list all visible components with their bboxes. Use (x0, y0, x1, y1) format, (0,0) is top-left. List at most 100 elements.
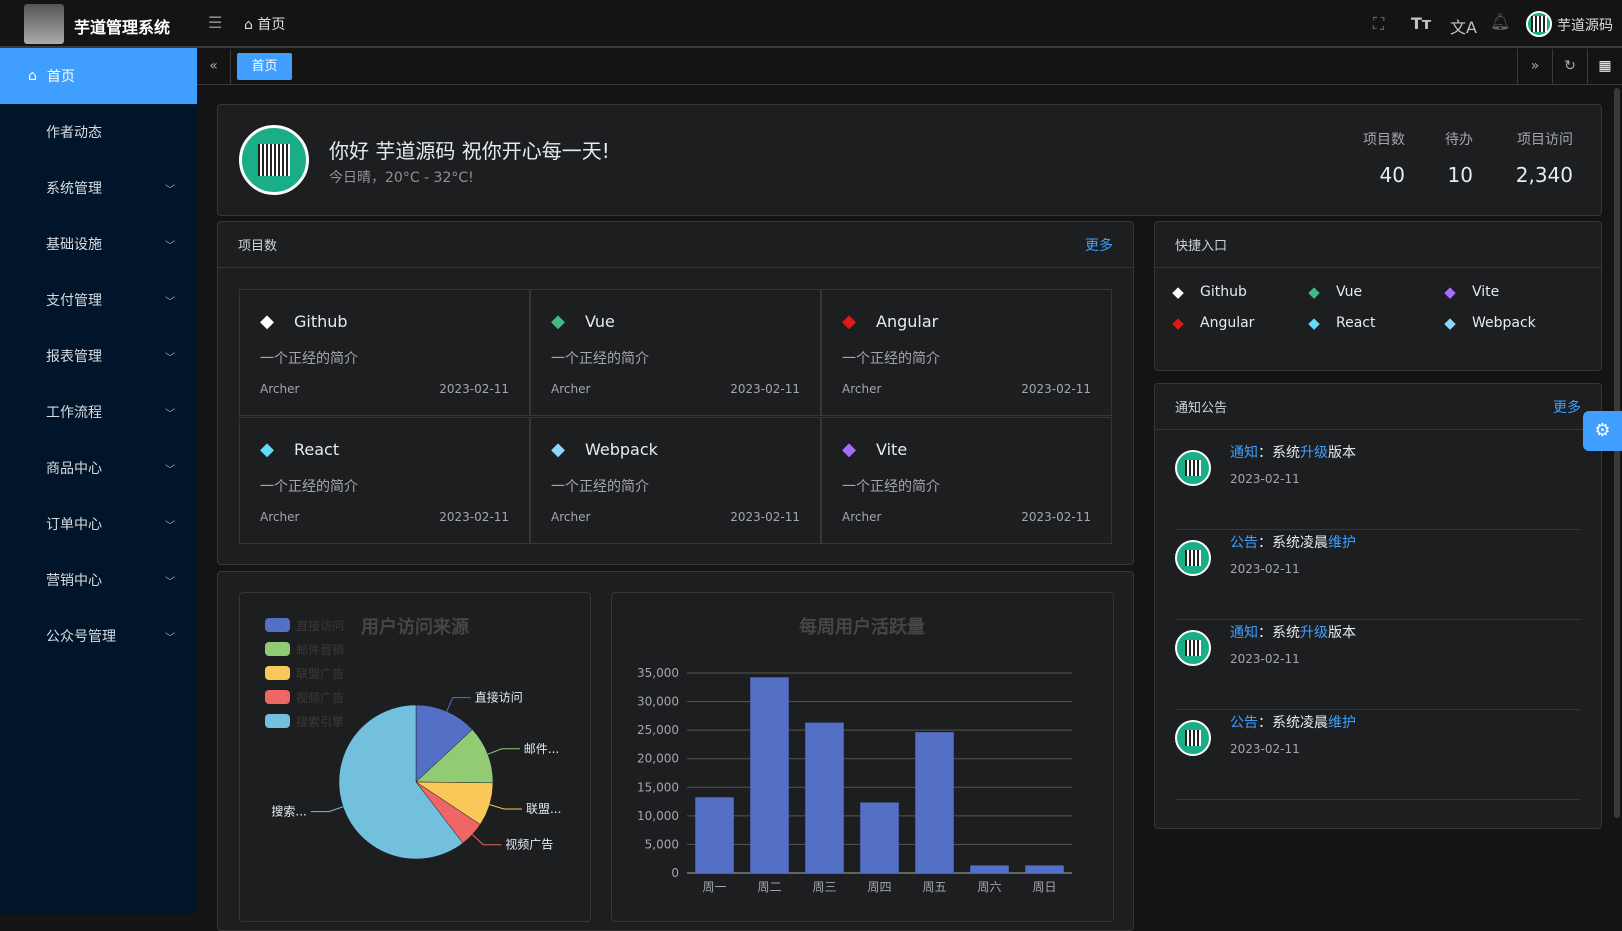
project-desc: 一个正经的简介 (842, 479, 940, 495)
project-date: 2023-02-11 (1021, 510, 1091, 524)
y-tick-label: 0 (671, 866, 679, 880)
project-author: Archer (260, 510, 300, 524)
legend-label: 搜索引擎 (296, 714, 344, 729)
settings-gear-icon[interactable]: ⚙ (1583, 411, 1622, 451)
notice-title[interactable]: 通知：系统升级版本 (1230, 625, 1356, 641)
pie-label-line (487, 748, 520, 755)
bell-icon[interactable]: 🔔︎ (1490, 12, 1511, 31)
notice-title[interactable]: 公告：系统凌晨维护 (1230, 535, 1356, 551)
fullscreen-icon[interactable]: ⛶ (1373, 14, 1385, 33)
notice-item[interactable]: 通知：系统升级版本 2023-02-11 (1175, 440, 1580, 530)
scrollbar[interactable] (1614, 88, 1620, 818)
user-avatar[interactable] (1526, 11, 1552, 37)
sidebar-item-system[interactable]: 系统管理 ﹀ (46, 181, 175, 197)
top-header: 芋道管理系统 ☰ ⌂ 首页 ⛶ Tт 文A 🔔︎ 芋道源码 (0, 0, 1622, 48)
notice-item[interactable]: 通知：系统升级版本 2023-02-11 (1175, 620, 1580, 710)
quick-entry-vite[interactable]: ◆ Vite (1442, 283, 1499, 301)
chevron-down-icon: ﹀ (165, 520, 175, 532)
bar (750, 677, 789, 873)
notice-date: 2023-02-11 (1230, 472, 1300, 486)
pie-slice (415, 729, 494, 784)
stat-projects: 项目数 40 (1363, 132, 1405, 187)
notice-title[interactable]: 通知：系统升级版本 (1230, 445, 1356, 461)
project-name: Angular (876, 312, 939, 331)
bar-chart-panel: 每周用户活跃量 0 5,000 10,000 15,000 20,000 25,000 30,… (611, 592, 1114, 922)
notices-more-link[interactable]: 更多 (1553, 399, 1581, 416)
pie-label-line (489, 804, 522, 810)
charts-card: 用户访问来源 直接访问 邮件营销 联盟广告 视频广告 搜索引擎 直接访问 邮件... 联盟...… (217, 571, 1134, 931)
font-size-icon[interactable]: Tт (1411, 14, 1432, 33)
project-date: 2023-02-11 (1021, 382, 1091, 396)
weather: 今日晴，20°C - 32°C! (329, 170, 474, 186)
project-date: 2023-02-11 (439, 382, 509, 396)
scroll-right-icon[interactable]: » (1517, 49, 1552, 84)
y-tick-label: 10,000 (637, 809, 679, 823)
sidebar-item-workflow[interactable]: 工作流程 ﹀ (46, 405, 175, 421)
projects-more-link[interactable]: 更多 (1085, 237, 1113, 254)
y-tick-label: 25,000 (637, 723, 679, 737)
notice-date: 2023-02-11 (1230, 742, 1300, 756)
notice-title[interactable]: 公告：系统凌晨维护 (1230, 715, 1356, 731)
notices-card: 通知公告 更多 通知：系统升级版本 2023-02-11 公告：系统凌晨维护 20… (1154, 383, 1602, 829)
welcome-avatar (239, 125, 309, 195)
webpack-icon: ◆ (1444, 314, 1456, 332)
pie-label-line (471, 834, 502, 846)
sidebar-item-report[interactable]: 报表管理 ﹀ (46, 349, 175, 365)
sidebar-item-pay[interactable]: 支付管理 ﹀ (46, 293, 175, 309)
y-tick-label: 35,000 (637, 666, 679, 680)
sidebar-item-author-news[interactable]: 作者动态 (46, 125, 102, 141)
breadcrumb[interactable]: ⌂ 首页 (244, 17, 286, 33)
username[interactable]: 芋道源码 (1557, 18, 1613, 34)
legend-swatch (265, 690, 290, 704)
refresh-icon[interactable]: ↻ (1552, 49, 1587, 84)
x-tick-label: 周四 (867, 880, 891, 894)
legend-swatch (265, 618, 290, 632)
bar (915, 732, 954, 873)
grid-menu-icon[interactable]: ▦ (1587, 49, 1622, 84)
project-author: Archer (551, 382, 591, 396)
quick-entry-react[interactable]: ◆ React (1306, 314, 1375, 332)
sidebar-item-mp[interactable]: 公众号管理 ﹀ (46, 629, 175, 645)
pie-label-line (310, 806, 344, 813)
project-card-github[interactable]: ◆ Github 一个正经的简介 Archer 2023-02-11 (239, 289, 530, 416)
vue-icon: ◆ (551, 310, 565, 332)
translate-icon[interactable]: 文A (1450, 18, 1477, 37)
chevron-down-icon: ﹀ (165, 240, 175, 252)
sidebar-item-product[interactable]: 商品中心 ﹀ (46, 461, 175, 477)
project-date: 2023-02-11 (439, 510, 509, 524)
collapse-menu-icon[interactable]: ☰ (208, 13, 223, 32)
legend-label: 直接访问 (296, 618, 344, 633)
project-author: Archer (551, 510, 591, 524)
sidebar-item-infra[interactable]: 基础设施 ﹀ (46, 237, 175, 253)
tab-home[interactable]: 首页 (237, 53, 292, 80)
quick-entry-vue[interactable]: ◆ Vue (1306, 283, 1362, 301)
home-icon: ⌂ (244, 17, 253, 33)
chevron-down-icon: ﹀ (165, 632, 175, 644)
scroll-left-icon[interactable]: « (197, 49, 231, 84)
pie-slice-label: 直接访问 (475, 690, 523, 705)
angular-icon: ◆ (842, 310, 856, 332)
project-card-angular[interactable]: ◆ Angular 一个正经的简介 Archer 2023-02-11 (821, 289, 1112, 416)
quick-entry-webpack[interactable]: ◆ Webpack (1442, 314, 1536, 332)
sidebar-item-order[interactable]: 订单中心 ﹀ (46, 517, 175, 533)
notice-item[interactable]: 公告：系统凌晨维护 2023-02-11 (1175, 530, 1580, 620)
sidebar-item-marketing[interactable]: 营销中心 ﹀ (46, 573, 175, 589)
sidebar-item-home[interactable]: ⌂ 首页 (0, 48, 197, 104)
project-desc: 一个正经的简介 (260, 479, 358, 495)
bar-title: 每周用户活跃量 (799, 616, 925, 638)
legend-swatch (265, 714, 290, 728)
project-card-vue[interactable]: ◆ Vue 一个正经的简介 Archer 2023-02-11 (530, 289, 821, 416)
project-author: Archer (842, 382, 882, 396)
y-tick-label: 30,000 (637, 695, 679, 709)
notice-date: 2023-02-11 (1230, 652, 1300, 666)
quick-entry-angular[interactable]: ◆ Angular (1170, 314, 1254, 332)
bar (1025, 865, 1064, 873)
project-name: Vite (876, 440, 908, 459)
quick-entry-github[interactable]: ◆ Github (1170, 283, 1247, 301)
project-card-webpack[interactable]: ◆ Webpack 一个正经的简介 Archer 2023-02-11 (530, 417, 821, 544)
pie-slice-label: 邮件... (524, 742, 559, 756)
project-card-vite[interactable]: ◆ Vite 一个正经的简介 Archer 2023-02-11 (821, 417, 1112, 544)
project-date: 2023-02-11 (730, 382, 800, 396)
project-card-react[interactable]: ◆ React 一个正经的简介 Archer 2023-02-11 (239, 417, 530, 544)
notice-item[interactable]: 公告：系统凌晨维护 2023-02-11 (1175, 710, 1580, 800)
